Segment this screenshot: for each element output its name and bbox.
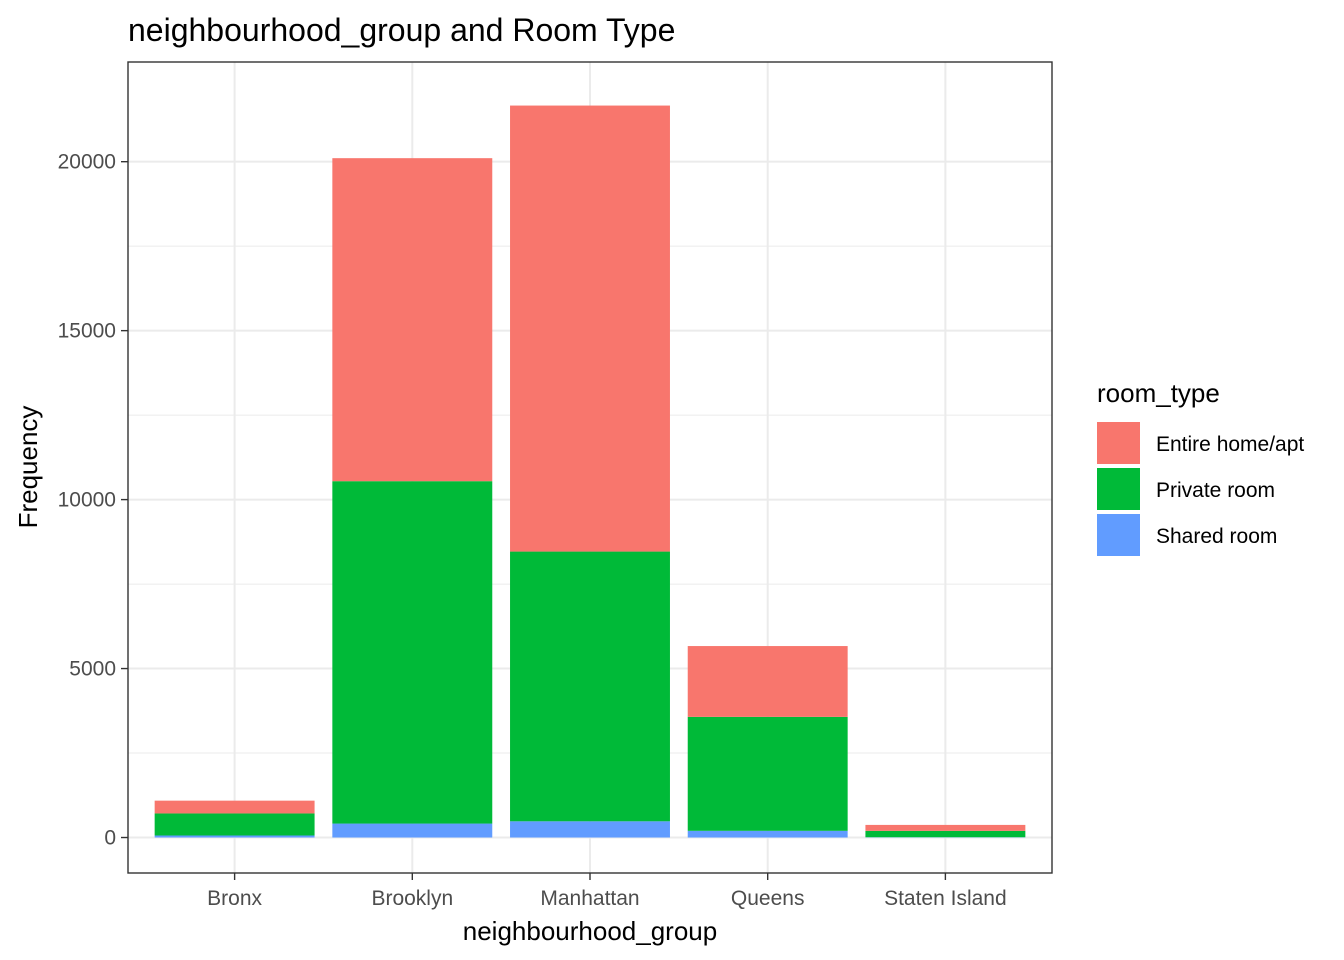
y-tick-label: 0 <box>104 827 116 850</box>
bar-entire-home-apt-staten-island <box>865 824 1026 831</box>
y-tick-label: 15000 <box>58 320 116 343</box>
legend: room_type Entire home/apt Private room Sha… <box>1097 378 1304 556</box>
x-tick-label: Queens <box>731 887 805 910</box>
x-tick-label: Staten Island <box>884 887 1007 910</box>
bar-entire-home-apt-manhattan <box>510 105 670 552</box>
y-tick-label: 5000 <box>69 658 116 681</box>
legend-key-shared-room <box>1097 514 1140 556</box>
bar-private-room-bronx <box>154 813 315 836</box>
bars <box>154 105 1026 838</box>
legend-key-private-room <box>1097 468 1140 510</box>
legend-label: Private room <box>1156 479 1275 502</box>
legend-title: room_type <box>1097 378 1220 408</box>
bar-entire-home-apt-queens <box>687 646 848 717</box>
x-tick-label: Brooklyn <box>371 887 453 910</box>
plot-panel <box>127 61 1053 874</box>
chart-title: neighbourhood_group and Room Type <box>128 12 675 48</box>
bar-shared-room-manhattan <box>510 821 670 838</box>
x-axis: Bronx Brooklyn Manhattan Queens Staten Islan… <box>207 873 1007 910</box>
x-axis-title: neighbourhood_group <box>463 916 717 946</box>
bar-entire-home-apt-bronx <box>154 800 315 814</box>
y-tick-label: 20000 <box>58 151 116 174</box>
legend-key-entire-home-apt <box>1097 422 1140 464</box>
bar-private-room-queens <box>687 716 848 831</box>
bar-shared-room-queens <box>687 830 848 838</box>
y-tick-label: 10000 <box>58 489 116 512</box>
legend-label: Shared room <box>1156 525 1277 548</box>
x-tick-label: Bronx <box>207 887 262 910</box>
bar-private-room-brooklyn <box>332 481 493 824</box>
bar-private-room-manhattan <box>510 551 670 822</box>
x-tick-label: Manhattan <box>540 887 639 910</box>
y-axis-title: Frequency <box>13 406 43 529</box>
bar-shared-room-bronx <box>154 835 315 838</box>
bar-entire-home-apt-brooklyn <box>332 158 493 482</box>
bar-private-room-staten-island <box>865 830 1026 838</box>
bar-shared-room-brooklyn <box>332 823 493 838</box>
legend-label: Entire home/apt <box>1156 433 1304 456</box>
legend-items: Entire home/apt Private room Shared room <box>1097 422 1304 556</box>
y-axis: 0 5000 10000 15000 20000 <box>58 151 128 850</box>
